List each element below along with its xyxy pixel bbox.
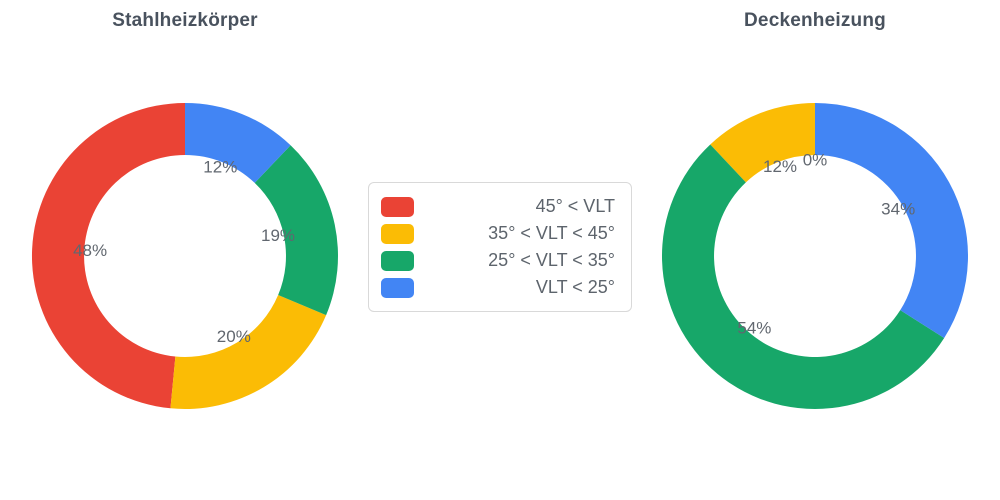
- pie-slice: [815, 103, 968, 338]
- legend-swatch-red: [381, 196, 414, 217]
- pie-value-label: 12%: [763, 157, 797, 176]
- legend-label: 45° < VLT: [535, 196, 615, 216]
- pie-chart-stahlheizkoerper: 48% 20% 19% 12%: [31, 103, 338, 410]
- pie-value-label: 34%: [881, 200, 915, 219]
- legend-item: VLT < 25°: [381, 274, 615, 301]
- legend-label: 35° < VLT < 45°: [488, 223, 615, 243]
- pie-value-label: 20%: [217, 327, 251, 346]
- pie-slice: [185, 103, 291, 183]
- pie-value-label: 12%: [203, 157, 237, 176]
- pie-value-label: 48%: [73, 241, 107, 260]
- legend: 45° < VLT 35° < VLT < 45° 25° < VLT < 35…: [368, 182, 632, 312]
- pie-value-label: 0%: [803, 150, 828, 169]
- legend-item: 25° < VLT < 35°: [381, 247, 615, 274]
- pie-value-label: 54%: [737, 319, 771, 338]
- legend-item: 45° < VLT: [381, 193, 615, 220]
- pie-slice: [661, 144, 945, 410]
- legend-item: 35° < VLT < 45°: [381, 220, 615, 247]
- legend-label: VLT < 25°: [535, 277, 615, 297]
- pie-slice: [710, 103, 815, 183]
- legend-swatch-blue: [381, 277, 414, 298]
- pie-chart-deckenheizung: 0% 12% 54% 34%: [661, 103, 968, 410]
- pie-title-stahlheizkoerper: Stahlheizkörper: [112, 10, 258, 31]
- pie-value-label: 19%: [261, 226, 295, 245]
- legend-label: 25° < VLT < 35°: [488, 250, 615, 270]
- pie-title-deckenheizung: Deckenheizung: [744, 10, 886, 31]
- pie-slice: [31, 103, 185, 409]
- legend-swatch-green: [381, 250, 414, 271]
- pie-slice: [170, 295, 327, 410]
- pie-slice: [254, 145, 338, 316]
- legend-swatch-yellow: [381, 223, 414, 244]
